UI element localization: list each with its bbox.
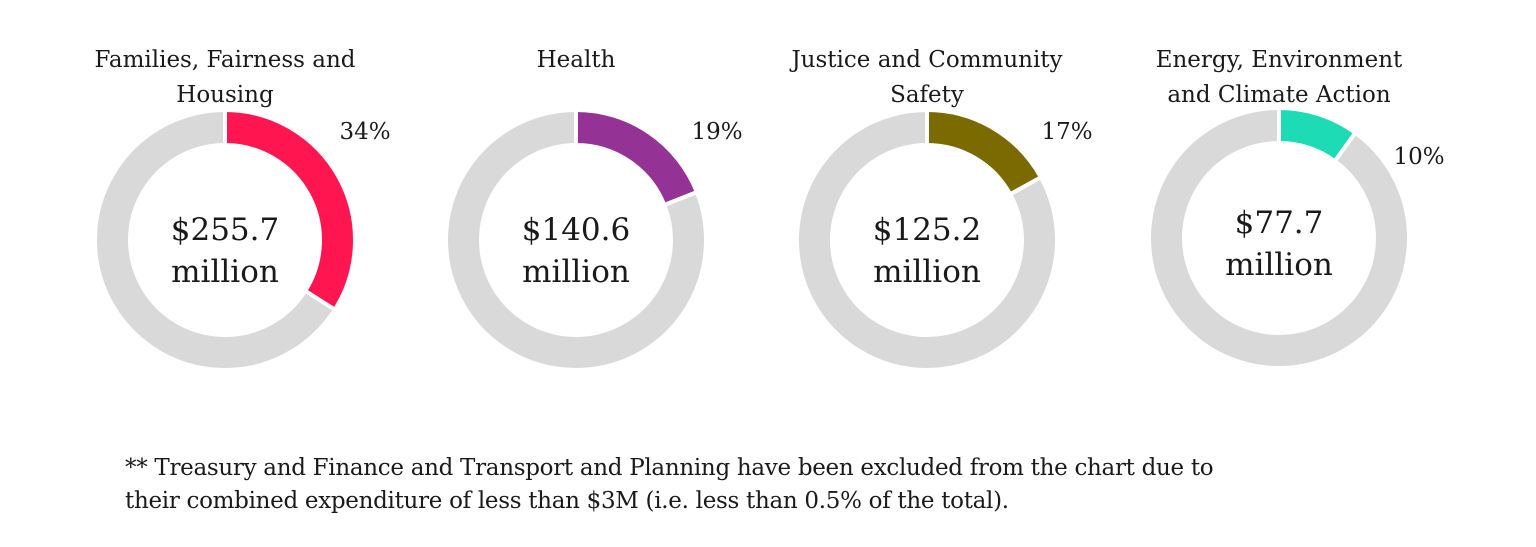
center-value: $125.2 xyxy=(873,212,981,248)
center-value: $77.7 xyxy=(1235,205,1324,241)
donut-slice-remainder xyxy=(1147,105,1411,370)
donut-slice-remainder xyxy=(444,107,708,372)
chart-title-line: and Climate Action xyxy=(1167,82,1390,108)
donut-chart-1: Families, Fairness and Housing 34% $255.7 mi… xyxy=(93,47,391,372)
chart-title-line: Energy, Environment xyxy=(1156,47,1403,73)
center-value: $140.6 xyxy=(522,212,630,248)
chart-title-line: Families, Fairness and xyxy=(94,47,355,73)
donut-slice-remainder xyxy=(795,107,1059,372)
donut-slice-highlight xyxy=(223,107,357,313)
donut-chart-2: Health 19% $140.6 million xyxy=(444,47,743,372)
percent-label: 34% xyxy=(339,119,390,145)
footnote: ** Treasury and Finance and Transport an… xyxy=(125,452,1425,518)
donut-charts: Families, Fairness and Housing 34% $255.7 mi… xyxy=(93,47,1445,372)
donut-chart-3: Justice and Community Safety 17% $125.2 mill… xyxy=(789,47,1093,372)
donut-slice-highlight xyxy=(574,107,700,208)
chart-title-line: Housing xyxy=(176,82,274,108)
percent-label: 10% xyxy=(1393,144,1444,170)
donut-slice-highlight xyxy=(925,107,1044,197)
chart-title-line: Health xyxy=(537,47,616,73)
percent-label: 19% xyxy=(691,119,742,145)
donut-chart-4: Energy, Environment and Climate Action 10%… xyxy=(1147,47,1445,370)
footnote-line-2: their combined expenditure of less than … xyxy=(125,488,1009,514)
center-unit: million xyxy=(873,254,981,290)
center-unit: million xyxy=(171,254,279,290)
center-value: $255.7 xyxy=(171,212,279,248)
footnote-line-1: ** Treasury and Finance and Transport an… xyxy=(125,455,1214,481)
center-unit: million xyxy=(1225,247,1333,283)
center-unit: million xyxy=(522,254,630,290)
donut-slice-remainder xyxy=(93,107,338,372)
chart-title-line: Safety xyxy=(890,82,964,108)
percent-label: 17% xyxy=(1041,119,1092,145)
chart-title-line: Justice and Community xyxy=(789,47,1062,73)
